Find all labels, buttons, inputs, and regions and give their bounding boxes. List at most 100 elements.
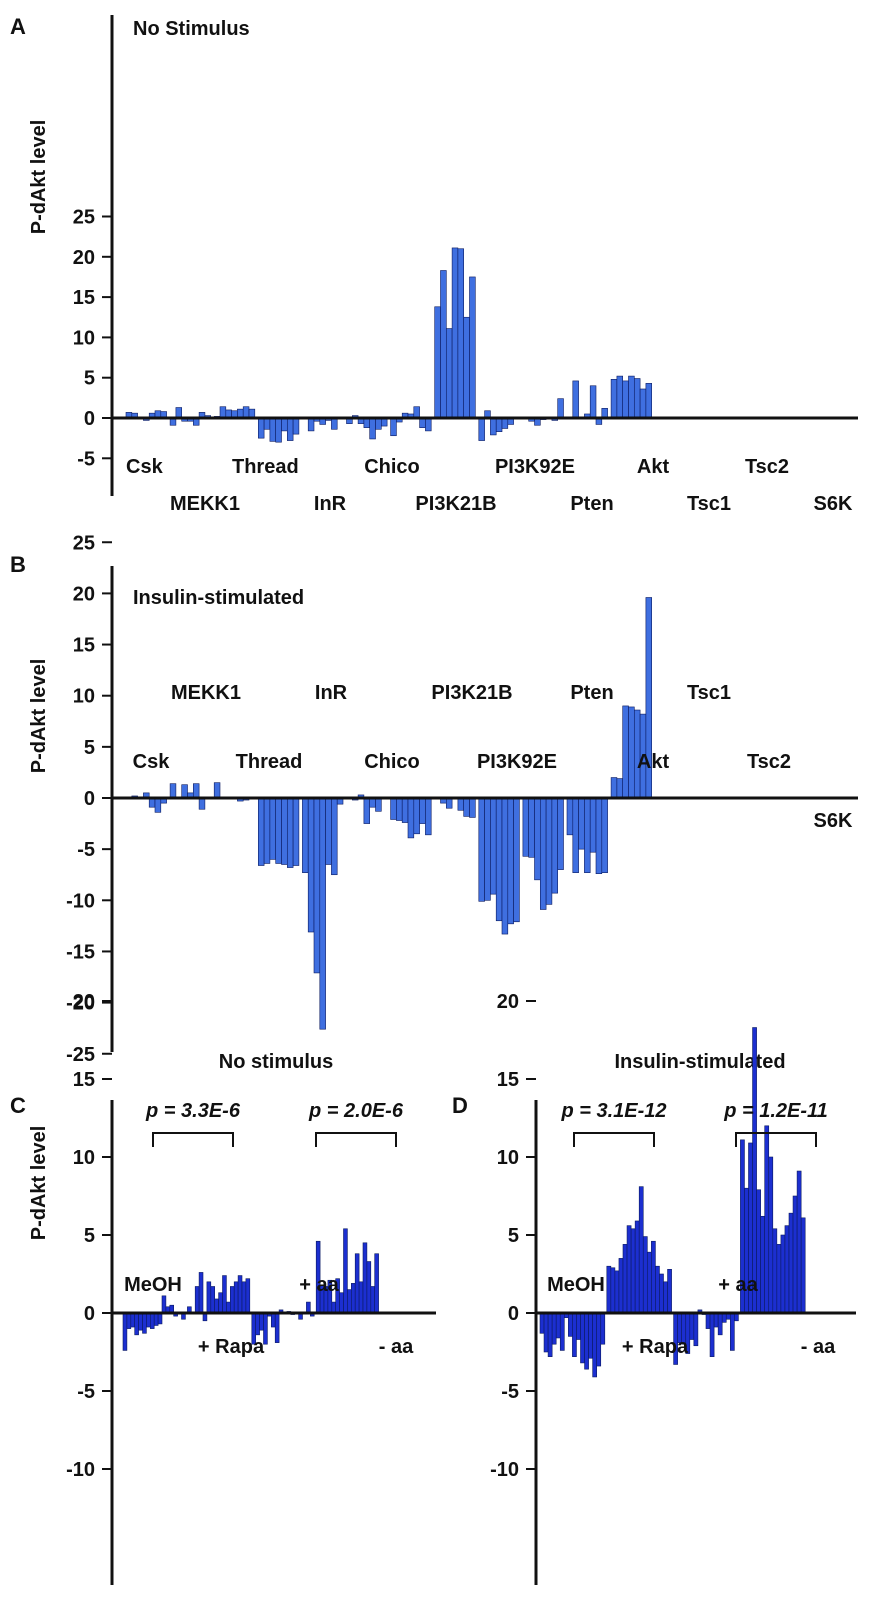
group-label: Thread — [232, 456, 299, 478]
bar — [161, 1295, 167, 1314]
bar — [667, 1269, 672, 1314]
bar — [193, 783, 200, 799]
panel-d-y-ticks — [526, 1000, 536, 1470]
y-tick-label: 15 — [73, 287, 95, 309]
bar — [495, 797, 503, 922]
bar — [451, 247, 459, 419]
bar — [729, 1312, 735, 1351]
y-tick-label: 0 — [84, 1303, 95, 1325]
y-tick-label: -20 — [66, 993, 95, 1015]
bar — [539, 1312, 545, 1334]
bar — [630, 1228, 636, 1314]
bar — [618, 1258, 624, 1314]
group-label: Csk — [126, 456, 164, 478]
bar — [319, 797, 326, 1030]
group-label: + Rapa — [622, 1336, 689, 1358]
bar — [194, 1286, 200, 1314]
bar — [595, 797, 603, 874]
panel-c-bars — [122, 1228, 379, 1351]
group-label: PI3K92E — [477, 751, 557, 773]
bar — [768, 1156, 774, 1314]
group-label: PI3K21B — [431, 682, 512, 704]
bar — [760, 1215, 766, 1314]
significance-bracket — [315, 1132, 397, 1147]
bar — [339, 1292, 344, 1314]
group-label: p = 2.0E-6 — [308, 1100, 404, 1122]
panel-a-title: No Stimulus — [133, 18, 250, 40]
group-label: + Rapa — [198, 1336, 265, 1358]
bar — [705, 1312, 711, 1329]
bar — [198, 797, 206, 810]
bar — [331, 417, 338, 430]
panel-b-chart: B Insulin-stimulated P-dAkt level 25 20 15… — [10, 532, 858, 1066]
group-label: InR — [314, 493, 347, 515]
bar — [218, 1292, 223, 1314]
bar — [255, 1312, 260, 1336]
panel-d-letter: D — [452, 1093, 468, 1118]
bar — [230, 1286, 235, 1314]
significance-bracket — [573, 1132, 655, 1147]
y-tick-label: 5 — [84, 1225, 95, 1247]
bar — [419, 797, 426, 824]
y-tick-label: -25 — [66, 1044, 95, 1066]
y-tick-label: 10 — [73, 1147, 95, 1169]
bar — [390, 417, 397, 437]
bar — [572, 797, 579, 873]
panel-b-group-labels: Csk MEKK1 Thread InR Chico PI3K21B PI3K92E Pten… — [133, 682, 853, 832]
bar — [370, 1286, 375, 1314]
bar — [257, 797, 265, 866]
bar — [375, 797, 382, 812]
panel-c-letter: C — [10, 1093, 26, 1118]
bar — [259, 1312, 264, 1331]
y-tick-label: -10 — [490, 1459, 519, 1481]
panel-c-brackets: p = 3.3E-6 p = 2.0E-6 — [145, 1100, 404, 1147]
bar — [572, 380, 579, 419]
bar — [213, 782, 221, 799]
group-label: PI3K21B — [415, 493, 496, 515]
bar — [534, 797, 541, 881]
bar — [306, 1301, 311, 1314]
y-tick-label: 5 — [508, 1225, 519, 1247]
y-tick-label: -10 — [66, 1459, 95, 1481]
bar — [600, 1312, 606, 1345]
bar — [286, 417, 294, 441]
panel-a-group-labels: Csk MEKK1 Thread InR Chico PI3K21B PI3K92E Pten… — [126, 456, 853, 515]
bar — [780, 1234, 786, 1314]
bar — [457, 797, 464, 811]
bar — [559, 1312, 565, 1351]
y-tick-label: -15 — [66, 941, 95, 963]
group-label: - aa — [801, 1336, 836, 1358]
bar — [425, 417, 432, 432]
y-tick-label: -5 — [501, 1381, 519, 1403]
bar — [545, 797, 553, 905]
bar — [222, 1275, 227, 1314]
bar — [157, 1312, 163, 1325]
bar — [610, 1267, 616, 1314]
bar — [390, 797, 397, 820]
bar — [153, 1312, 159, 1326]
bar — [350, 1283, 356, 1314]
bar — [274, 1312, 280, 1343]
bar — [375, 417, 382, 430]
bar — [226, 1301, 231, 1314]
bar — [219, 406, 227, 419]
bar — [655, 1265, 660, 1314]
bar — [622, 705, 629, 799]
y-tick-label: -5 — [77, 448, 95, 470]
bar — [413, 797, 420, 835]
bar — [150, 1312, 155, 1329]
group-label: p = 3.1E-12 — [560, 1100, 666, 1122]
bar — [331, 797, 338, 876]
bar — [281, 797, 288, 865]
bar — [198, 1272, 204, 1314]
group-label: - aa — [379, 1336, 414, 1358]
bar — [313, 797, 321, 974]
bar — [269, 797, 276, 860]
bar — [440, 270, 447, 419]
panel-c-ylabel: P-dAkt level — [28, 1126, 50, 1240]
bar — [555, 1312, 561, 1339]
bar — [134, 1312, 139, 1336]
bar — [584, 1312, 589, 1370]
group-label: Chico — [364, 456, 420, 478]
